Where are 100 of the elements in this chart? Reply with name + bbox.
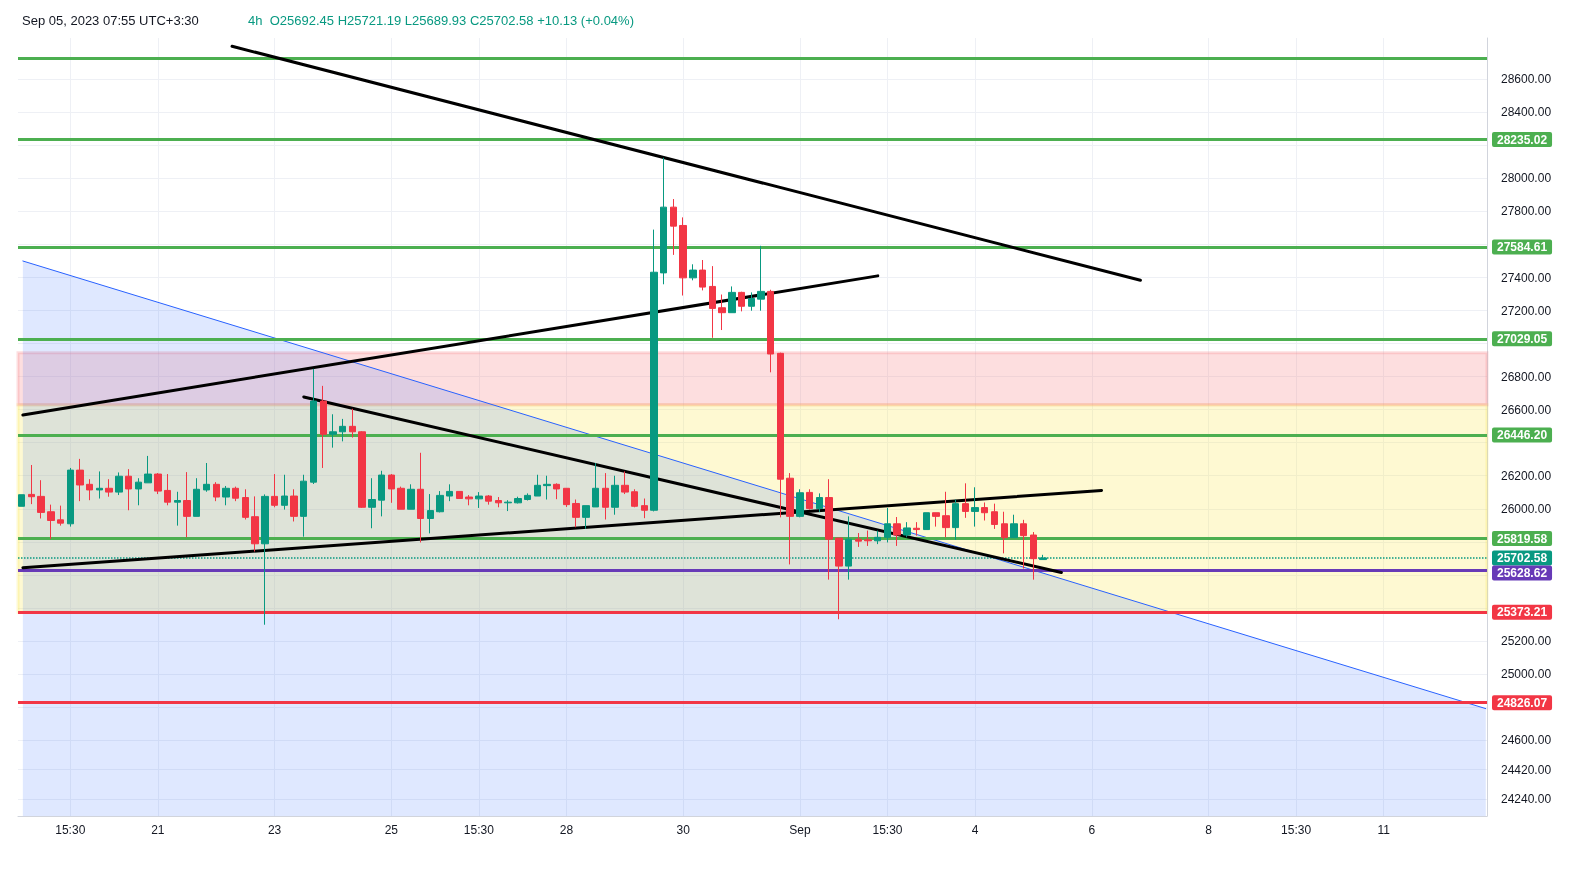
- x-tick-label: 15:30: [55, 823, 86, 837]
- candlestick: [728, 285, 736, 314]
- candlestick: [874, 530, 881, 545]
- candlestick: [47, 504, 55, 540]
- candlestick: [300, 474, 307, 538]
- candlestick: [427, 493, 434, 534]
- candlestick: [290, 488, 298, 522]
- candlestick: [514, 496, 522, 504]
- candlestick: [767, 289, 774, 373]
- candlestick: [213, 481, 220, 502]
- ref-line-label: 25628.62: [1497, 565, 1548, 580]
- candlestick: [339, 418, 346, 442]
- candlestick: [154, 472, 162, 495]
- candlestick: [806, 488, 813, 511]
- candlestick: [855, 532, 862, 548]
- x-tick-label: 30: [676, 823, 691, 837]
- x-tick-label: 21: [151, 823, 165, 837]
- candlestick: [786, 472, 794, 565]
- candlestick: [748, 291, 755, 312]
- candlestick: [563, 487, 570, 508]
- candlestick: [329, 413, 337, 449]
- candlestick: [232, 486, 239, 502]
- y-tick-label: 24600.00: [1501, 733, 1552, 748]
- candlestick: [18, 494, 25, 507]
- candlestick: [1001, 511, 1008, 554]
- candlestick: [757, 245, 765, 312]
- candlestick: [368, 477, 376, 529]
- candlestick: [777, 352, 784, 518]
- candlestick: [689, 263, 697, 281]
- candlestick: [582, 505, 590, 530]
- y-tick-label: 27200.00: [1501, 303, 1552, 318]
- candlestick: [485, 494, 492, 506]
- y-tick-label: 26200.00: [1501, 468, 1552, 483]
- candlestick: [96, 470, 103, 500]
- x-tick-label: 15:30: [1281, 823, 1312, 837]
- candlestick: [183, 471, 191, 538]
- x-tick-label: 25: [384, 823, 399, 837]
- candlestick: [76, 458, 84, 502]
- candlestick: [981, 501, 988, 521]
- candlestick: [67, 467, 74, 528]
- candlestick: [456, 490, 463, 500]
- candlestick: [242, 488, 249, 520]
- x-tick-label: 6: [1088, 823, 1096, 837]
- candlestick: [320, 385, 327, 469]
- y-tick-label: 25000.00: [1501, 666, 1552, 681]
- ref-line-label: 25702.58: [1497, 550, 1548, 565]
- candlestick: [504, 499, 512, 512]
- ref-line-label: 26446.20: [1497, 428, 1548, 443]
- candlestick: [57, 505, 64, 527]
- y-tick-label: 24240.00: [1501, 792, 1552, 807]
- candlestick: [436, 490, 444, 513]
- candlestick: [397, 486, 405, 510]
- candlestick: [893, 516, 901, 547]
- candlestick: [251, 495, 259, 553]
- y-tick-label: 28400.00: [1501, 105, 1552, 120]
- y-tick-label: 27800.00: [1501, 204, 1552, 219]
- candlestick: [611, 475, 619, 516]
- candlestick: [349, 408, 356, 439]
- candlestick: [650, 229, 658, 512]
- candlestick: [602, 472, 609, 520]
- ref-line-label: 28235.02: [1497, 132, 1548, 147]
- y-tick-label: 26600.00: [1501, 402, 1552, 417]
- x-tick-label: Sep: [789, 823, 811, 837]
- candlestick: [174, 491, 181, 527]
- ref-line-label: 25819.58: [1497, 531, 1548, 546]
- candlestick: [679, 216, 687, 297]
- text: 4h O25692.45 H25721.19 L25689.93 C25702.58 +10.13 (+0.04%): [248, 13, 634, 28]
- y-tick-label: 27400.00: [1501, 270, 1552, 285]
- x-tick-label: 11: [1377, 823, 1391, 837]
- candlestick: [699, 259, 706, 291]
- candlestick: [884, 507, 891, 543]
- candlestick: [543, 475, 551, 501]
- text: Sep 05, 2023 07:55 UTC+3:30: [22, 13, 199, 28]
- candlestick: [222, 485, 230, 506]
- candlestick: [388, 473, 395, 504]
- y-tick-label: 24420.00: [1501, 762, 1552, 777]
- y-tick-label: 28000.00: [1501, 171, 1552, 186]
- candlestick: [816, 492, 823, 513]
- candlestick: [825, 478, 833, 581]
- candlestick: [1010, 514, 1018, 539]
- candlestick: [1030, 531, 1037, 581]
- candlestick: [553, 482, 560, 500]
- y-tick-label: 26000.00: [1501, 501, 1552, 516]
- candlestick: [28, 464, 35, 505]
- candlestick: [407, 483, 415, 510]
- candlestick: [903, 521, 911, 538]
- candlestick: [358, 430, 366, 509]
- y-tick-label: 25200.00: [1501, 633, 1552, 648]
- candlestick: [631, 488, 638, 508]
- candlestick: [281, 474, 288, 511]
- candlestick: [864, 530, 872, 547]
- candlestick: [1020, 519, 1027, 570]
- candlestick: [524, 492, 531, 502]
- candlestick: [378, 470, 385, 517]
- ref-line-label: 27584.61: [1497, 240, 1548, 255]
- x-tick-label: 4: [971, 823, 979, 837]
- candlestick: [115, 471, 123, 496]
- candlestick: [718, 294, 726, 331]
- ref-line-label: 27029.05: [1497, 331, 1548, 346]
- candlestick: [932, 512, 940, 528]
